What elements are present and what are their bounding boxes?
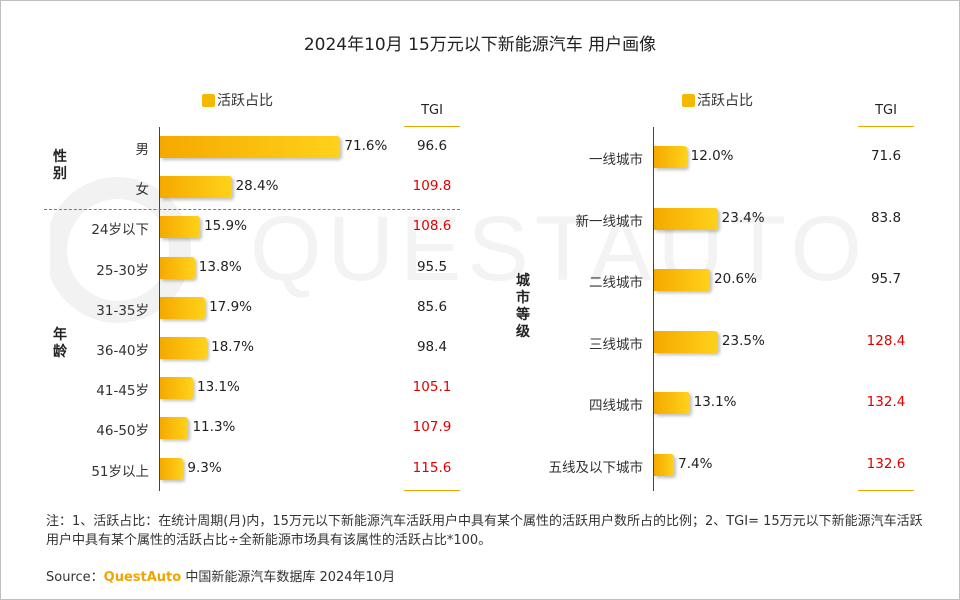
tgi-value: 98.4 — [416, 339, 448, 355]
bar — [654, 453, 675, 476]
bar — [654, 330, 718, 353]
category-label: 一线城市 — [589, 152, 643, 168]
legend-label: 活跃占比 — [697, 93, 753, 109]
source-prefix: Source： — [46, 570, 104, 585]
tgi-value: 108.6 — [412, 218, 452, 235]
tgi-footer-line — [858, 490, 914, 491]
tgi-value: 107.9 — [412, 419, 452, 436]
category-label: 51岁以上 — [91, 463, 149, 480]
value-label: 9.3% — [187, 459, 222, 476]
legend-right: 活跃占比 — [682, 90, 753, 110]
value-label: 20.6% — [714, 271, 757, 287]
tgi-value: 95.5 — [416, 258, 448, 275]
value-label: 18.7% — [211, 339, 254, 355]
tgi-value: 71.6 — [870, 148, 902, 164]
bar — [160, 337, 208, 359]
bar — [654, 146, 687, 168]
value-label: 23.5% — [721, 332, 765, 349]
tgi-value: 128.4 — [866, 332, 906, 349]
legend-label: 活跃占比 — [217, 93, 273, 109]
value-label: 17.9% — [209, 298, 252, 315]
category-label: 二线城市 — [589, 275, 643, 291]
group-label-age: 年龄 — [53, 327, 67, 360]
group-label-gender: 性别 — [53, 149, 67, 182]
value-label: 12.0% — [690, 148, 734, 164]
value-label: 71.6% — [344, 138, 388, 154]
tgi-value: 132.6 — [866, 455, 906, 472]
category-label: 四线城市 — [589, 398, 643, 414]
value-label: 13.1% — [197, 379, 240, 396]
bar — [160, 136, 341, 158]
bar — [654, 392, 690, 414]
tgi-value: 132.4 — [866, 394, 906, 410]
bar — [160, 417, 189, 440]
tgi-header-left: TGI — [421, 103, 443, 118]
bar — [160, 377, 193, 400]
tgi-value: 115.6 — [412, 459, 452, 476]
legend-swatch — [202, 93, 215, 107]
category-label: 36-40岁 — [96, 343, 149, 359]
category-label: 女 — [135, 182, 150, 199]
bar — [160, 216, 201, 239]
chart-title: 2024年10月 15万元以下新能源汽车 用户画像 — [303, 35, 657, 55]
bar — [160, 176, 232, 199]
group-label-city-tier: 城市等级 — [516, 273, 530, 340]
category-label: 41-45岁 — [96, 383, 149, 400]
footnote: 注：1、活跃占比：在统计周期(月)内，15万元以下新能源汽车活跃用户中具有某个属… — [46, 514, 923, 548]
legend-swatch — [682, 93, 695, 107]
value-label: 13.8% — [198, 258, 242, 275]
category-label: 新一线城市 — [575, 213, 644, 230]
source-line: Source：QuestAuto 中国新能源汽车数据库 2024年10月 — [46, 566, 395, 585]
bar — [160, 296, 206, 319]
legend-left: 活跃占比 — [202, 90, 273, 110]
category-label: 46-50岁 — [96, 423, 149, 440]
tgi-value: 105.1 — [412, 379, 452, 396]
category-label: 五线及以下城市 — [548, 459, 644, 476]
category-label: 24岁以下 — [91, 222, 149, 239]
source-brand: QuestAuto — [103, 570, 182, 585]
tgi-value: 95.7 — [870, 271, 902, 287]
value-label: 15.9% — [204, 218, 247, 235]
category-label: 25-30岁 — [96, 262, 149, 279]
category-label: 31-35岁 — [96, 302, 149, 319]
left-axis — [159, 127, 160, 491]
tgi-value: 85.6 — [416, 298, 448, 315]
tgi-header-line — [858, 126, 914, 127]
bar — [160, 256, 195, 279]
value-label: 11.3% — [192, 419, 236, 436]
bar — [654, 269, 711, 291]
tgi-header-line — [404, 126, 460, 127]
group-divider — [44, 209, 460, 210]
category-label: 三线城市 — [589, 336, 643, 353]
source-text: 中国新能源汽车数据库 2024年10月 — [181, 570, 396, 585]
value-label: 7.4% — [678, 455, 713, 472]
tgi-header-right: TGI — [875, 103, 897, 118]
tgi-footer-line — [404, 490, 460, 491]
value-label: 28.4% — [235, 178, 279, 195]
tgi-value: 83.8 — [870, 209, 902, 226]
category-label: 男 — [135, 142, 150, 158]
tgi-value: 109.8 — [412, 178, 452, 195]
right-axis — [653, 127, 654, 491]
bar — [160, 457, 184, 480]
value-label: 13.1% — [693, 394, 737, 410]
tgi-value: 96.6 — [416, 138, 448, 154]
bar — [654, 207, 718, 230]
value-label: 23.4% — [721, 209, 765, 226]
